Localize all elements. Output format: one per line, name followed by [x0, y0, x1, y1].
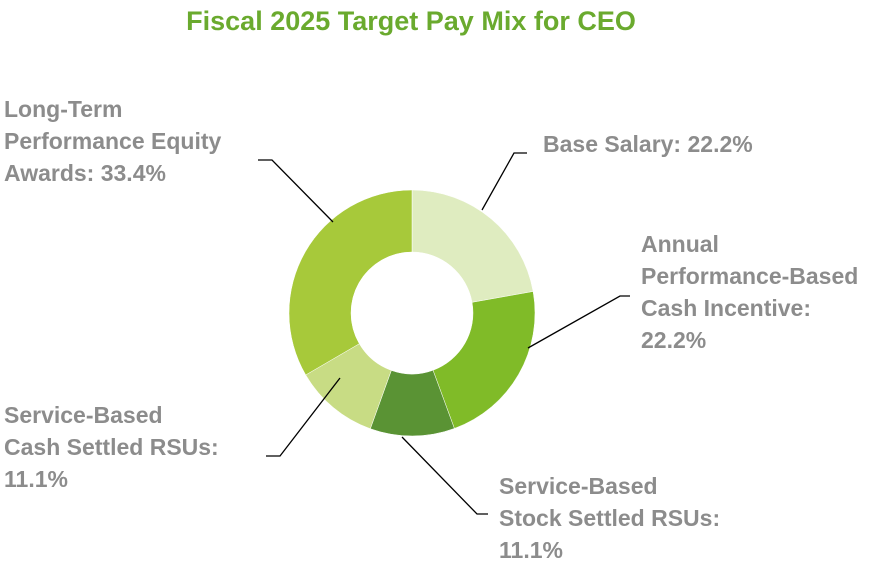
- leader-line: [481, 152, 527, 211]
- donut-slice: [432, 291, 536, 429]
- slice-label-line: 11.1%: [4, 466, 68, 492]
- slice-label-line: Cash Settled RSUs:: [4, 434, 219, 460]
- slice-labels-group: Base Salary: 22.2% Annual Performance-Base…: [4, 96, 858, 563]
- slice-label-line: Base Salary: 22.2%: [543, 131, 753, 157]
- chart-title: Fiscal 2025 Target Pay Mix for CEO: [186, 6, 636, 36]
- slice-label-line: Performance-Based: [641, 263, 858, 289]
- slice-label-line: 11.1%: [499, 537, 563, 563]
- slice-label-line: Performance Equity: [4, 128, 221, 154]
- slice-label-line: Long-Term: [4, 96, 122, 122]
- slices-group: [288, 189, 536, 437]
- slice-label-line: Awards: 33.4%: [4, 160, 166, 186]
- donut-slice: [288, 189, 413, 376]
- slice-label-line: 22.2%: [641, 327, 706, 353]
- slice-label-line: Cash Incentive:: [641, 295, 811, 321]
- slice-label: Service-Based Cash Settled RSUs: 11.1%: [4, 402, 219, 492]
- slice-label: Long-Term Performance Equity Awards: 33.4%: [4, 96, 221, 186]
- leader-lines-group: [258, 152, 630, 515]
- leader-line: [527, 295, 630, 349]
- slice-label: Service-Based Stock Settled RSUs: 11.1%: [499, 473, 720, 563]
- donut-slice: [411, 189, 534, 303]
- slice-label: Annual Performance-Based Cash Incentive: 22…: [641, 231, 858, 353]
- slice-label-line: Service-Based: [499, 473, 658, 499]
- leader-line: [258, 159, 334, 223]
- slice-label-line: Stock Settled RSUs:: [499, 505, 720, 531]
- slice-label: Base Salary: 22.2%: [543, 131, 753, 157]
- slice-label-line: Service-Based: [4, 402, 163, 428]
- slice-label-line: Annual: [641, 231, 719, 257]
- leader-line: [401, 436, 488, 515]
- leader-line: [266, 377, 341, 457]
